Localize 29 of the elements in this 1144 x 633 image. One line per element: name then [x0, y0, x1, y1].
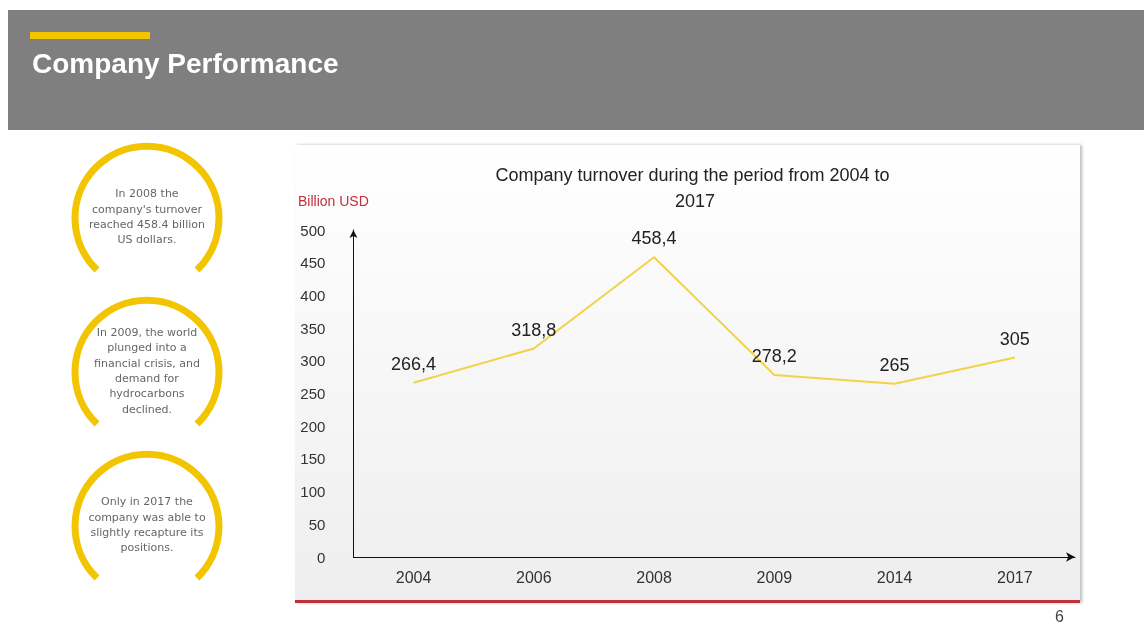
- y-tick-label: 450: [300, 254, 326, 272]
- text: In 2009, the world plunged into a financial crisis, and demand for hydrocarbons declined.: [93, 324, 201, 418]
- data-label: 318,8: [511, 319, 557, 340]
- y-tick-label: 100: [300, 483, 326, 501]
- text: Only in 2017 the company was able to slightly recapture its positions.: [87, 494, 207, 557]
- chart-title: Company Performance: [32, 48, 339, 80]
- data-label: 265: [879, 354, 910, 375]
- x-tick-label: 2014: [876, 568, 913, 586]
- y-tick-label: 50: [308, 515, 326, 533]
- y-tick-label: 350: [300, 319, 326, 337]
- x-tick-label: 2004: [395, 568, 432, 586]
- data-label: 458,4: [631, 228, 677, 249]
- x-tick-label: 2008: [636, 568, 672, 586]
- y-tick-label: 200: [300, 417, 326, 435]
- text: In 2008 the company's turnover reached 458.4 billion US dollars.: [88, 186, 206, 249]
- y-tick-label: 0: [317, 548, 326, 566]
- y-tick-label: 300: [300, 352, 326, 370]
- x-tick-label: 2006: [516, 568, 552, 586]
- x-tick-label: 2009: [756, 568, 793, 586]
- y-tick-label: 150: [300, 450, 326, 468]
- text: 6: [1055, 608, 1064, 626]
- y-axis-title: Billion USD: [297, 193, 369, 209]
- y-tick-label: 500: [300, 221, 326, 239]
- y-tick-label: 250: [300, 385, 326, 402]
- chart-subtitle: Company turnover during the period from 2004 to 2017: [495, 165, 895, 211]
- y-tick-label: 400: [300, 286, 326, 304]
- data-label: 305: [999, 328, 1030, 349]
- data-label: 266,4: [391, 353, 437, 374]
- x-tick-label: 2017: [997, 568, 1033, 586]
